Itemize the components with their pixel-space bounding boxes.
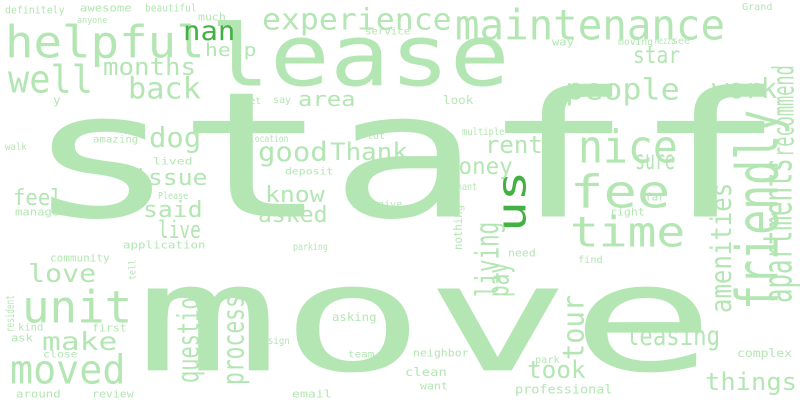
word-awesome: awesome: [80, 1, 132, 14]
word-look: look: [443, 93, 474, 107]
word-sure: sure: [635, 146, 675, 176]
word-grand: Grand: [742, 2, 773, 13]
word-fee: fee: [570, 166, 671, 219]
word-dog: dog: [149, 122, 202, 154]
word-process: process: [217, 295, 251, 385]
word-money: money: [445, 153, 513, 180]
word-y: y: [53, 93, 61, 107]
word-location: location: [250, 134, 289, 145]
word-rent: rent: [485, 131, 543, 159]
word-neighbor: neighbor: [413, 346, 469, 359]
word-first: first: [92, 321, 127, 334]
word-give: give: [378, 199, 403, 210]
word-kind: kind: [18, 322, 44, 333]
word-clean: clean: [405, 365, 447, 379]
word-experience: experience: [262, 3, 452, 37]
word-helpful: helpful: [5, 16, 205, 68]
word-let: let: [244, 96, 262, 107]
word-issue: issue: [133, 166, 208, 191]
word-time: time: [570, 208, 686, 257]
word-nothing: nothing: [451, 204, 465, 250]
word-move: move: [135, 232, 716, 400]
word-team: team: [348, 349, 375, 360]
word-amenities: amenities: [705, 182, 738, 313]
word-manager: manager: [15, 205, 67, 218]
word-thank: Thank: [330, 138, 408, 166]
word-feel: feel: [13, 186, 63, 211]
word-lot: lot: [367, 131, 386, 142]
word-nice: nice: [578, 121, 678, 174]
word-said: said: [143, 198, 203, 223]
word-email: email: [292, 387, 332, 400]
word-asking: asking: [332, 310, 377, 324]
word-tour: tour: [557, 295, 591, 360]
word-multiple: multiple: [462, 127, 505, 138]
word-need: need: [508, 246, 536, 259]
word-see: see: [672, 36, 691, 47]
word-back: back: [128, 72, 201, 106]
word-recommend: recommend: [767, 65, 800, 157]
word-lived: lived: [153, 156, 193, 167]
word-definitely: definitely: [5, 3, 65, 17]
word-complex: complex: [737, 346, 793, 360]
word-apartments: apartments: [754, 158, 800, 303]
word-want: want: [420, 379, 448, 392]
word-review: review: [92, 387, 134, 400]
word-close: close: [43, 349, 78, 360]
word-beautiful: beautiful: [145, 1, 197, 14]
word-please: Please: [158, 191, 189, 202]
word-way: way: [552, 35, 574, 48]
word-maintenance: maintenance: [455, 1, 726, 50]
word-live: live: [158, 216, 201, 244]
word-area: area: [298, 88, 356, 111]
word-things: things: [705, 368, 797, 396]
word-deposit: deposit: [285, 166, 334, 177]
word-service: service: [365, 26, 411, 37]
word-right: right: [610, 205, 645, 218]
word-know: know: [265, 183, 325, 208]
word-tell: tell: [127, 259, 138, 280]
word-parking: parking: [293, 242, 328, 253]
word-question: question: [172, 285, 206, 383]
word-ask: ask: [11, 331, 33, 344]
word-make: make: [42, 328, 118, 357]
word-amazing: amazing: [93, 134, 139, 145]
word-resident: resident: [3, 295, 17, 332]
word-around: around: [16, 387, 61, 400]
word-took: took: [527, 356, 586, 384]
word-staff: staff: [25, 54, 786, 259]
word-find: find: [578, 255, 603, 266]
word-lease: lease: [210, 7, 510, 107]
word-pay: pay: [482, 262, 516, 297]
word-asked: asked: [258, 203, 328, 228]
word-park: park: [535, 355, 560, 366]
word-professional: professional: [515, 382, 613, 397]
word-far: far: [645, 190, 665, 203]
word-sign: sign: [268, 336, 290, 347]
word-love: love: [28, 260, 97, 289]
word-anyone: anyone: [77, 15, 108, 25]
word-help: help: [205, 40, 257, 61]
word-unit: unit: [22, 281, 133, 333]
word-star: star: [633, 42, 681, 69]
word-moved: moved: [10, 346, 126, 393]
word-community: community: [50, 251, 110, 264]
word-tenant: tenant: [447, 182, 478, 193]
word-good: good: [258, 138, 328, 168]
word-well: well: [8, 58, 94, 102]
word-application: application: [123, 238, 206, 251]
word-walk: walk: [5, 142, 27, 153]
word-much: much: [198, 10, 226, 23]
word-moving: moving: [618, 37, 654, 48]
word-nan: nan: [183, 17, 236, 47]
word-leasing: leasing: [626, 322, 721, 352]
word-mezzo: Mezzo: [655, 36, 676, 47]
word-people: people: [565, 73, 680, 107]
word-go: go: [234, 135, 245, 150]
word-say: say: [273, 95, 292, 106]
word-months: months: [103, 53, 196, 81]
word-work: work: [712, 73, 778, 105]
